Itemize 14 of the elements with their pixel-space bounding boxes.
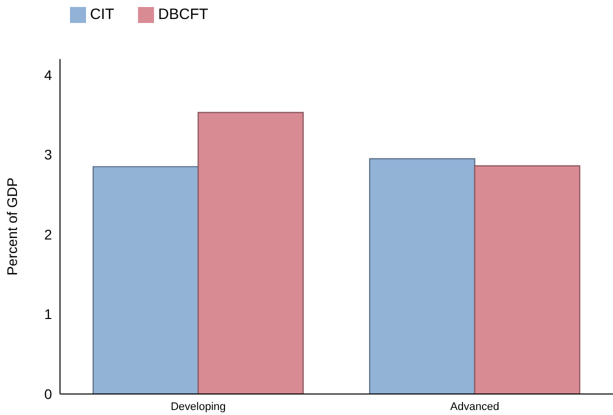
y-tick-label: 0 [44,386,52,402]
y-axis-title: Percent of GDP [4,177,20,276]
y-tick-label: 1 [44,306,52,322]
bar [369,158,476,394]
legend-label: CIT [90,6,114,23]
y-tick-label: 3 [44,146,52,163]
bar [92,166,199,394]
x-tick-label: Advanced [450,400,500,413]
y-tick-label: 2 [44,226,52,242]
y-tick-label: 4 [44,66,52,83]
x-tick-label: Developing [170,400,226,413]
bar [198,112,304,394]
legend-label: DBCFT [158,6,208,23]
bar [474,165,580,394]
